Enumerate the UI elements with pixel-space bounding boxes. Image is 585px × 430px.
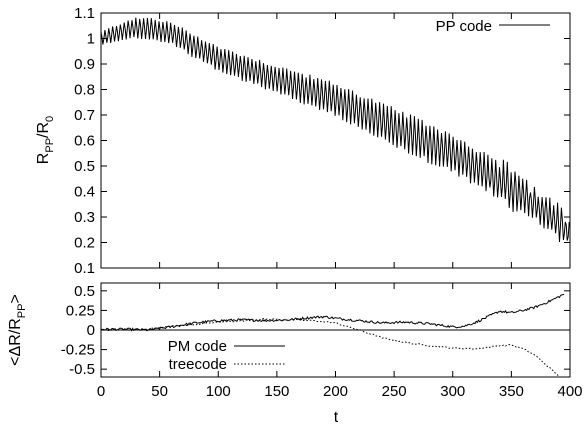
top-y-tick-label: 1.1 bbox=[74, 5, 95, 22]
top-y-axis-label: RPP/R0 bbox=[35, 116, 56, 164]
top-y-tick-label: 0.9 bbox=[74, 56, 95, 73]
bottom-y-axis-label: <ΔR/RPP> bbox=[7, 294, 28, 366]
bottom-y-tick-label: 0 bbox=[87, 322, 95, 339]
x-axis-label: t bbox=[334, 409, 339, 426]
top-y-tick-label: 0.4 bbox=[74, 184, 95, 201]
bottom-x-tick-label: 350 bbox=[499, 383, 524, 400]
bottom-x-ticks: 0 50 100 150 200 250 300 350 400 bbox=[97, 283, 583, 400]
top-legend: PP code bbox=[436, 18, 550, 35]
bottom-x-tick-label: 150 bbox=[264, 383, 289, 400]
bottom-x-tick-label: 300 bbox=[440, 383, 465, 400]
bottom-y-tick-label: 0.25 bbox=[66, 302, 95, 319]
bottom-x-tick-label: 50 bbox=[151, 383, 168, 400]
legend-label-pm-code: PM code bbox=[168, 338, 227, 355]
bottom-y-tick-label: 0.5 bbox=[74, 283, 95, 300]
bottom-y-tick-label: -0.5 bbox=[69, 361, 95, 378]
bottom-x-tick-label: 100 bbox=[206, 383, 231, 400]
top-y-label-main: R bbox=[35, 153, 52, 165]
top-x-ticks bbox=[100, 13, 571, 268]
legend-label-treecode: treecode bbox=[169, 356, 227, 373]
bottom-x-tick-label: 0 bbox=[97, 383, 105, 400]
bottom-y-label-prefix: <ΔR/R bbox=[7, 318, 24, 366]
bottom-y-ticks: 0.5 0.25 0 -0.25 -0.5 bbox=[61, 283, 570, 378]
bottom-panel: 0.5 0.25 0 -0.25 -0.5 0 50 100 150 200 250 300 350 4… bbox=[7, 282, 583, 426]
top-panel: 0.10.20.30.40.50.60.70.80.911.1 PP code … bbox=[35, 5, 571, 277]
series-line-pp-code bbox=[100, 17, 570, 243]
top-y-tick-label: 0.3 bbox=[74, 209, 95, 226]
top-y-tick-label: 0.8 bbox=[74, 82, 95, 99]
legend-label-pp-code: PP code bbox=[436, 18, 492, 35]
bottom-x-tick-label: 400 bbox=[557, 383, 582, 400]
top-y-tick-label: 0.6 bbox=[74, 133, 95, 150]
top-y-tick-label: 0.2 bbox=[74, 235, 95, 252]
top-y-label-sub1: PP bbox=[44, 138, 56, 153]
bottom-legend: PM code treecode bbox=[168, 338, 285, 373]
top-y-tick-label: 0.5 bbox=[74, 158, 95, 175]
top-plot-frame bbox=[100, 12, 571, 269]
top-y-tick-label: 0.7 bbox=[74, 107, 95, 124]
top-y-tick-label: 0.1 bbox=[74, 260, 95, 277]
bottom-y-tick-label: -0.25 bbox=[61, 342, 95, 359]
bottom-y-label-sub: PP bbox=[16, 304, 28, 319]
bottom-y-label-suffix: > bbox=[7, 294, 24, 303]
top-y-tick-label: 1 bbox=[87, 31, 95, 48]
bottom-x-tick-label: 200 bbox=[323, 383, 348, 400]
top-y-label-mid: /R bbox=[35, 122, 52, 138]
series-line-pm-code bbox=[101, 293, 565, 332]
top-y-label-sub2: 0 bbox=[44, 116, 56, 122]
bottom-x-tick-label: 250 bbox=[382, 383, 407, 400]
top-y-ticks: 0.1 0.2 0.3 0.4 0.5 0.6 0.7 0.8 0.9 1 1.1 bbox=[74, 5, 570, 277]
